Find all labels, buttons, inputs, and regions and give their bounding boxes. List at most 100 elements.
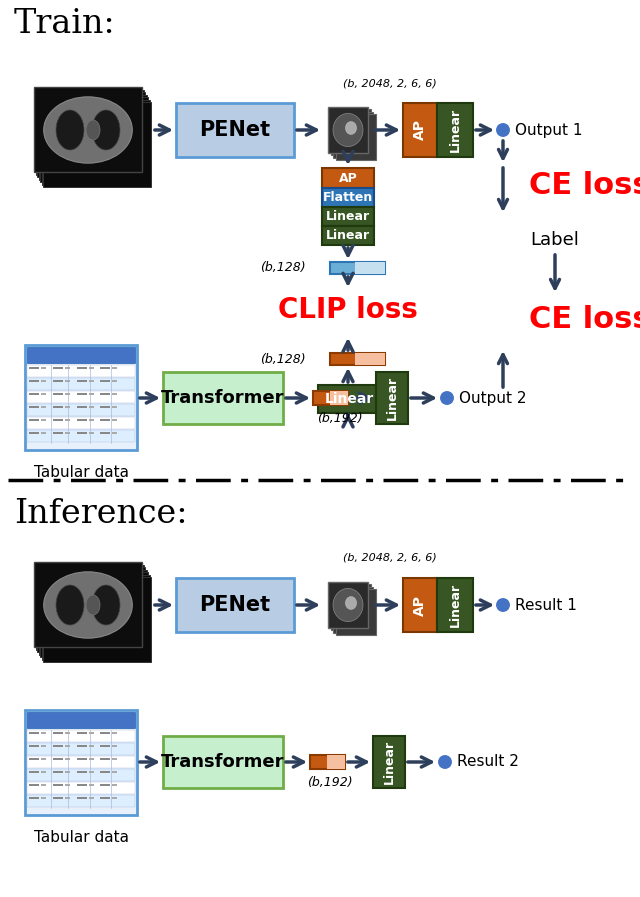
FancyBboxPatch shape (330, 262, 385, 274)
FancyBboxPatch shape (41, 380, 46, 382)
FancyBboxPatch shape (88, 771, 93, 773)
FancyBboxPatch shape (77, 380, 86, 382)
FancyBboxPatch shape (52, 367, 63, 369)
FancyBboxPatch shape (52, 784, 63, 786)
Text: Linear: Linear (326, 229, 370, 242)
FancyBboxPatch shape (403, 578, 437, 632)
FancyBboxPatch shape (77, 732, 86, 734)
FancyBboxPatch shape (27, 756, 135, 768)
FancyBboxPatch shape (77, 758, 86, 760)
Text: CE loss: CE loss (529, 170, 640, 199)
FancyBboxPatch shape (65, 771, 70, 773)
Polygon shape (38, 95, 147, 180)
FancyBboxPatch shape (327, 755, 345, 769)
FancyBboxPatch shape (77, 367, 86, 369)
FancyBboxPatch shape (112, 745, 117, 747)
Ellipse shape (333, 113, 363, 146)
FancyBboxPatch shape (100, 745, 110, 747)
Polygon shape (40, 98, 148, 182)
FancyBboxPatch shape (112, 758, 117, 760)
FancyBboxPatch shape (41, 732, 46, 734)
Text: Tabular data: Tabular data (33, 465, 129, 480)
FancyBboxPatch shape (100, 758, 110, 760)
Text: (b, 2048, 2, 6, 6): (b, 2048, 2, 6, 6) (343, 553, 437, 563)
FancyBboxPatch shape (355, 262, 385, 274)
FancyBboxPatch shape (52, 393, 63, 395)
FancyBboxPatch shape (65, 419, 70, 421)
Text: Linear: Linear (449, 108, 461, 152)
Text: PENet: PENet (200, 595, 271, 615)
FancyBboxPatch shape (322, 207, 374, 226)
FancyBboxPatch shape (27, 795, 135, 807)
FancyBboxPatch shape (41, 432, 46, 434)
FancyBboxPatch shape (77, 784, 86, 786)
FancyBboxPatch shape (52, 432, 63, 434)
FancyBboxPatch shape (322, 168, 374, 188)
Text: CE loss: CE loss (529, 306, 640, 335)
FancyBboxPatch shape (27, 743, 135, 755)
FancyBboxPatch shape (65, 380, 70, 382)
FancyBboxPatch shape (88, 797, 93, 799)
FancyBboxPatch shape (41, 367, 46, 369)
FancyBboxPatch shape (65, 745, 70, 747)
FancyBboxPatch shape (100, 784, 110, 786)
Text: (b,128): (b,128) (260, 262, 306, 274)
FancyBboxPatch shape (29, 758, 39, 760)
FancyBboxPatch shape (29, 406, 39, 408)
FancyBboxPatch shape (77, 406, 86, 408)
Text: Linear: Linear (383, 740, 396, 784)
FancyBboxPatch shape (112, 367, 117, 369)
Circle shape (437, 754, 453, 770)
FancyBboxPatch shape (41, 771, 46, 773)
FancyBboxPatch shape (25, 345, 137, 450)
FancyBboxPatch shape (88, 393, 93, 395)
FancyBboxPatch shape (77, 432, 86, 434)
FancyBboxPatch shape (322, 226, 374, 245)
FancyBboxPatch shape (88, 432, 93, 434)
FancyBboxPatch shape (112, 784, 117, 786)
FancyBboxPatch shape (27, 378, 135, 390)
FancyBboxPatch shape (376, 372, 408, 424)
FancyBboxPatch shape (52, 745, 63, 747)
Polygon shape (335, 589, 376, 635)
FancyBboxPatch shape (77, 771, 86, 773)
Text: (b, 2048, 2, 6, 6): (b, 2048, 2, 6, 6) (343, 78, 437, 88)
FancyBboxPatch shape (29, 797, 39, 799)
FancyBboxPatch shape (27, 391, 135, 403)
Polygon shape (34, 88, 142, 172)
FancyBboxPatch shape (27, 347, 135, 363)
FancyBboxPatch shape (403, 103, 437, 157)
FancyBboxPatch shape (65, 758, 70, 760)
FancyBboxPatch shape (373, 736, 405, 788)
Text: Output 2: Output 2 (459, 390, 527, 405)
Text: AP: AP (413, 595, 427, 615)
FancyBboxPatch shape (25, 710, 137, 815)
Text: (b,192): (b,192) (307, 776, 353, 789)
FancyBboxPatch shape (100, 406, 110, 408)
FancyBboxPatch shape (65, 367, 70, 369)
FancyBboxPatch shape (163, 736, 283, 788)
FancyBboxPatch shape (176, 578, 294, 632)
FancyBboxPatch shape (41, 406, 46, 408)
FancyBboxPatch shape (29, 745, 39, 747)
FancyBboxPatch shape (27, 782, 135, 794)
FancyBboxPatch shape (100, 367, 110, 369)
Text: (b,128): (b,128) (260, 353, 306, 365)
Text: CLIP loss: CLIP loss (278, 296, 418, 324)
FancyBboxPatch shape (27, 365, 135, 377)
Polygon shape (330, 585, 371, 631)
Text: Tabular data: Tabular data (33, 830, 129, 845)
Text: Flatten: Flatten (323, 191, 373, 204)
Polygon shape (335, 115, 376, 161)
Ellipse shape (92, 110, 120, 150)
FancyBboxPatch shape (65, 797, 70, 799)
Polygon shape (37, 568, 145, 652)
FancyBboxPatch shape (65, 784, 70, 786)
Polygon shape (328, 107, 368, 153)
FancyBboxPatch shape (88, 758, 93, 760)
FancyBboxPatch shape (313, 391, 348, 405)
Polygon shape (43, 578, 151, 663)
FancyBboxPatch shape (41, 419, 46, 421)
Ellipse shape (44, 572, 132, 638)
FancyBboxPatch shape (29, 419, 39, 421)
